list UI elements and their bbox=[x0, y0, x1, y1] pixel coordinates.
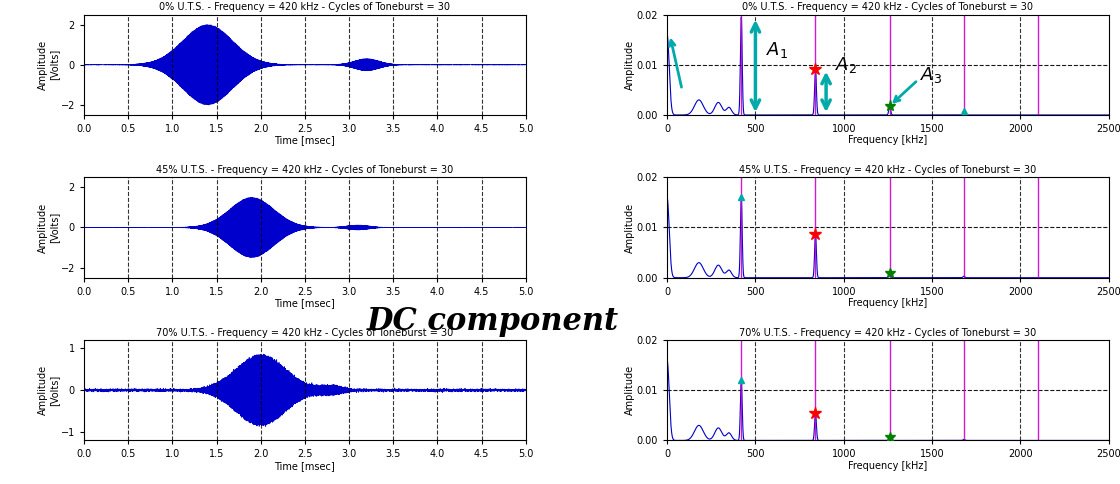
Title: 70% U.T.S. - Frequency = 420 kHz - Cycles of Toneburst = 30: 70% U.T.S. - Frequency = 420 kHz - Cycle… bbox=[156, 328, 454, 338]
Title: 70% U.T.S. - Frequency = 420 kHz - Cycles of Toneburst = 30: 70% U.T.S. - Frequency = 420 kHz - Cycle… bbox=[739, 328, 1037, 338]
Y-axis label: Amplitude: Amplitude bbox=[625, 365, 635, 415]
X-axis label: Frequency [kHz]: Frequency [kHz] bbox=[848, 136, 927, 145]
Y-axis label: Amplitude: Amplitude bbox=[625, 40, 635, 90]
X-axis label: Time [msec]: Time [msec] bbox=[274, 298, 335, 308]
Title: 0% U.T.S. - Frequency = 420 kHz - Cycles of Toneburst = 30: 0% U.T.S. - Frequency = 420 kHz - Cycles… bbox=[743, 2, 1034, 13]
X-axis label: Frequency [kHz]: Frequency [kHz] bbox=[848, 461, 927, 471]
Text: $A_1$: $A_1$ bbox=[766, 40, 788, 60]
X-axis label: Frequency [kHz]: Frequency [kHz] bbox=[848, 298, 927, 308]
Title: 45% U.T.S. - Frequency = 420 kHz - Cycles of Toneburst = 30: 45% U.T.S. - Frequency = 420 kHz - Cycle… bbox=[739, 165, 1037, 175]
Text: $A_3$: $A_3$ bbox=[920, 65, 942, 85]
X-axis label: Time [msec]: Time [msec] bbox=[274, 461, 335, 471]
Title: 0% U.T.S. - Frequency = 420 kHz - Cycles of Toneburst = 30: 0% U.T.S. - Frequency = 420 kHz - Cycles… bbox=[159, 2, 450, 13]
Y-axis label: Amplitude
[Volts]: Amplitude [Volts] bbox=[38, 40, 59, 90]
Y-axis label: Amplitude
[Volts]: Amplitude [Volts] bbox=[38, 365, 59, 415]
Title: 45% U.T.S. - Frequency = 420 kHz - Cycles of Toneburst = 30: 45% U.T.S. - Frequency = 420 kHz - Cycle… bbox=[156, 165, 454, 175]
Y-axis label: Amplitude
[Volts]: Amplitude [Volts] bbox=[38, 202, 59, 253]
Text: $A_2$: $A_2$ bbox=[834, 55, 857, 75]
Y-axis label: Amplitude: Amplitude bbox=[625, 202, 635, 253]
X-axis label: Time [msec]: Time [msec] bbox=[274, 136, 335, 145]
Text: DC component: DC component bbox=[366, 306, 619, 337]
